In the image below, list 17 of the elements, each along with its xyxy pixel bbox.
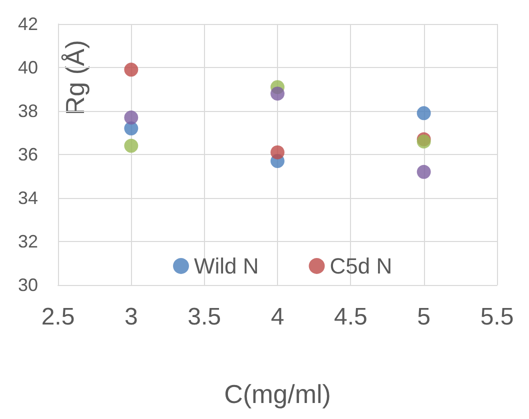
x-tick-label: 5 <box>417 304 431 330</box>
x-tick-label: 2.5 <box>41 304 75 330</box>
y-tick-label: 34 <box>18 188 38 208</box>
y-tick-label: 38 <box>18 101 38 121</box>
legend-label: C5d N <box>330 254 392 278</box>
legend-label: Wild N <box>194 254 259 278</box>
y-tick-label: 36 <box>18 144 38 164</box>
y-tick-label: 30 <box>18 275 38 295</box>
x-tick-label: 4.5 <box>334 304 368 330</box>
y-tick-label: 42 <box>18 14 38 34</box>
x-axis-title: C(mg/ml) <box>224 379 331 409</box>
x-tick-label: 3.5 <box>188 304 222 330</box>
y-tick-label: 40 <box>18 58 38 78</box>
y-tick-label: 32 <box>18 232 38 252</box>
x-tick-label: 4 <box>270 304 284 330</box>
x-tick-label: 5.5 <box>480 304 514 330</box>
x-tick-label: 3 <box>124 304 138 330</box>
